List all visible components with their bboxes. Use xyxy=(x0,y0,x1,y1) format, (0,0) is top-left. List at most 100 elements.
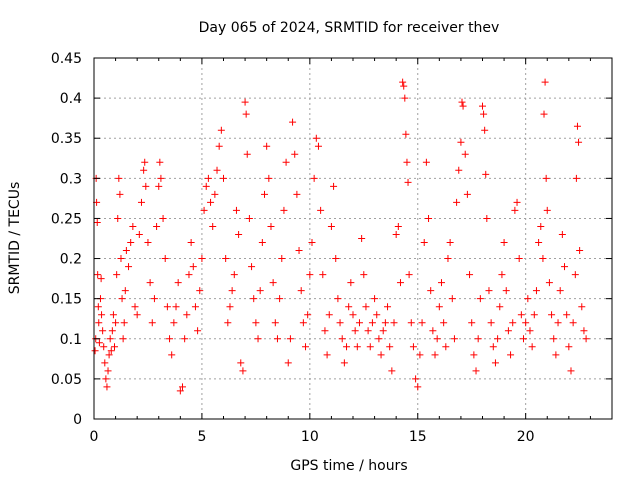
data-point xyxy=(93,218,101,226)
data-point xyxy=(552,351,560,359)
x-tick-label: 20 xyxy=(517,429,535,445)
data-point xyxy=(575,138,583,146)
data-point xyxy=(368,319,376,327)
x-tick-label: 10 xyxy=(301,429,319,445)
data-point xyxy=(416,351,424,359)
data-point xyxy=(226,303,234,311)
data-point xyxy=(513,198,521,206)
data-point xyxy=(163,303,171,311)
data-point xyxy=(578,303,586,311)
data-point xyxy=(582,335,590,343)
data-point xyxy=(386,343,394,351)
data-point xyxy=(360,271,368,279)
data-point xyxy=(306,271,314,279)
data-point xyxy=(176,387,184,395)
data-point xyxy=(107,347,115,355)
data-point xyxy=(466,271,474,279)
data-point xyxy=(540,110,548,118)
data-point xyxy=(483,214,491,222)
data-point xyxy=(542,174,550,182)
data-point xyxy=(114,214,122,222)
data-point xyxy=(420,239,428,247)
y-axis-title: SRMTID / TECUs xyxy=(7,182,23,295)
data-point xyxy=(196,287,204,295)
data-point xyxy=(491,359,499,367)
data-point xyxy=(330,182,338,190)
data-point xyxy=(394,222,402,230)
data-point xyxy=(487,319,495,327)
data-point xyxy=(556,287,564,295)
data-point xyxy=(498,271,506,279)
data-point xyxy=(191,303,199,311)
data-point xyxy=(565,343,573,351)
data-point xyxy=(481,126,489,134)
data-point xyxy=(573,122,581,130)
data-point xyxy=(172,303,180,311)
data-point xyxy=(355,319,363,327)
data-point xyxy=(353,343,361,351)
data-point xyxy=(141,158,149,166)
data-point xyxy=(168,351,176,359)
data-point xyxy=(580,327,588,335)
data-point xyxy=(104,367,112,375)
axis-ticks: 0 0.05 0.1 0.15 0.2 0.25 0.3 0.35 0.4 0.45 0 5 10 15 2… xyxy=(51,51,612,445)
data-point xyxy=(489,343,497,351)
data-point xyxy=(209,222,217,230)
data-point xyxy=(187,239,195,247)
data-point xyxy=(461,150,469,158)
data-point xyxy=(202,182,210,190)
data-point xyxy=(245,214,253,222)
data-point xyxy=(120,319,128,327)
data-point xyxy=(364,327,372,335)
data-point xyxy=(220,174,227,182)
data-point xyxy=(561,263,569,271)
data-point xyxy=(500,239,508,247)
y-tick-label: 0.2 xyxy=(60,252,82,268)
data-point xyxy=(340,359,348,367)
data-point xyxy=(507,351,515,359)
data-point xyxy=(414,383,422,391)
data-point xyxy=(112,319,120,327)
data-point xyxy=(243,150,251,158)
data-point xyxy=(111,343,119,351)
data-point xyxy=(235,230,243,238)
data-point xyxy=(440,319,448,327)
data-point xyxy=(286,335,294,343)
data-point xyxy=(327,222,335,230)
data-point xyxy=(159,214,167,222)
data-point xyxy=(242,110,250,118)
data-point xyxy=(526,327,534,335)
data-point xyxy=(431,351,439,359)
data-point xyxy=(530,311,538,319)
chart-title: Day 065 of 2024, SRMTID for receiver the… xyxy=(199,20,500,36)
data-point xyxy=(479,102,486,110)
y-tick-label: 0.15 xyxy=(51,292,82,308)
data-point xyxy=(468,319,476,327)
data-point xyxy=(450,335,458,343)
data-point xyxy=(207,198,215,206)
data-point xyxy=(230,271,238,279)
data-point xyxy=(325,311,333,319)
data-point xyxy=(117,255,125,263)
data-point xyxy=(248,263,256,271)
data-point xyxy=(446,239,454,247)
data-point xyxy=(323,351,331,359)
data-point xyxy=(271,319,279,327)
data-point xyxy=(444,255,452,263)
data-point xyxy=(284,359,292,367)
data-point xyxy=(101,359,109,367)
x-axis-title: GPS time / hours xyxy=(290,458,407,474)
data-point xyxy=(232,206,240,214)
data-point xyxy=(474,335,482,343)
data-point xyxy=(161,255,169,263)
data-point xyxy=(129,222,137,230)
data-point xyxy=(373,311,381,319)
data-point xyxy=(396,279,404,287)
data-point xyxy=(554,319,562,327)
data-point xyxy=(362,303,370,311)
data-point xyxy=(453,198,461,206)
data-point xyxy=(95,319,103,327)
data-point xyxy=(371,295,379,303)
data-point xyxy=(189,263,197,271)
data-point xyxy=(258,239,266,247)
